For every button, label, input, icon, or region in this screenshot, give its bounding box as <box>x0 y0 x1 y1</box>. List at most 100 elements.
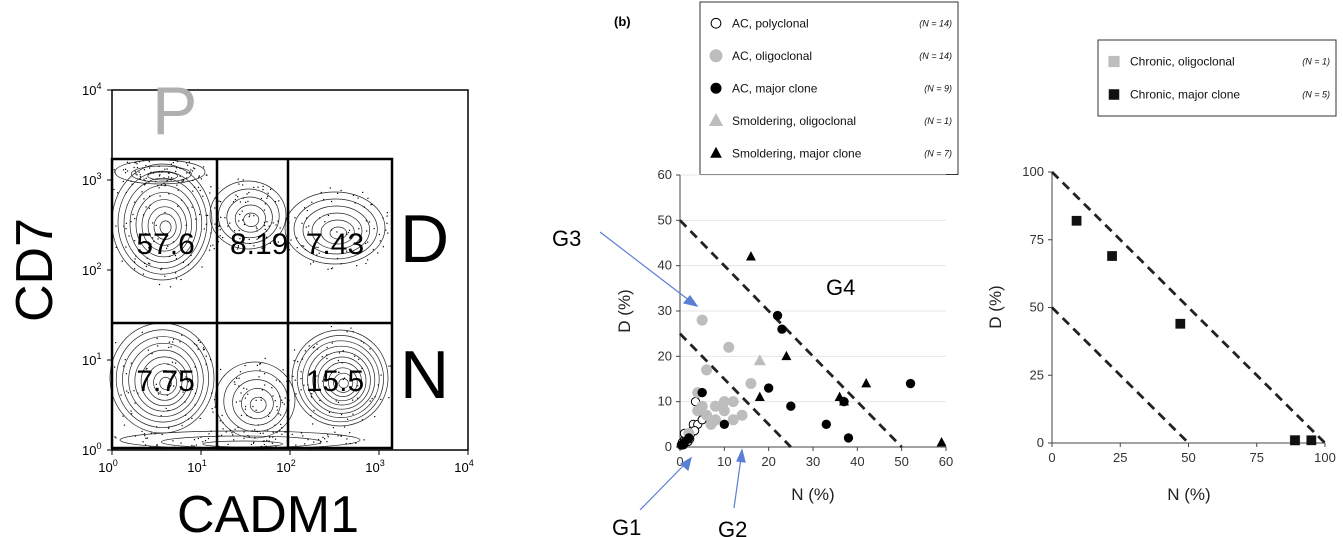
event-dot <box>123 225 125 227</box>
event-dot <box>340 263 342 265</box>
event-dot <box>239 238 241 240</box>
event-dot <box>164 275 166 277</box>
event-dot <box>308 225 310 227</box>
event-dot <box>310 263 312 265</box>
event-dot <box>218 224 221 226</box>
event-dot <box>186 379 188 381</box>
data-point <box>697 387 707 398</box>
event-dot <box>264 246 266 248</box>
event-dot <box>294 379 296 381</box>
event-dot <box>277 220 279 222</box>
event-dot <box>365 242 367 245</box>
event-dot <box>317 246 319 249</box>
data-point <box>861 378 872 388</box>
event-dot <box>177 205 179 207</box>
y-tick-label: 40 <box>658 258 672 273</box>
event-dot <box>246 388 248 390</box>
event-dot <box>248 238 250 241</box>
event-dot <box>232 249 234 251</box>
event-dot <box>231 432 233 434</box>
data-point <box>701 409 713 421</box>
event-dot <box>262 185 264 187</box>
event-dot <box>337 401 340 403</box>
event-dot <box>182 391 184 393</box>
data-point <box>727 396 739 408</box>
data-point <box>905 378 916 389</box>
x-tick-label: 0 <box>1048 450 1055 465</box>
legend-entry-label: AC, polyclonal <box>732 16 809 30</box>
event-dot <box>174 255 177 257</box>
event-dot <box>238 220 240 222</box>
event-dot <box>360 340 363 342</box>
event-dot <box>158 171 160 173</box>
event-dots <box>113 158 393 450</box>
data-point <box>754 391 765 401</box>
event-dot <box>378 233 380 236</box>
event-dot <box>310 415 312 417</box>
arrow-g3-head <box>682 295 699 307</box>
event-dot <box>281 427 283 429</box>
event-dot <box>346 233 348 236</box>
event-dot <box>293 359 295 362</box>
event-dot <box>367 197 369 199</box>
x-tick-label: 50 <box>894 454 908 469</box>
event-dot <box>247 435 249 437</box>
event-dot <box>133 261 136 263</box>
event-dot <box>300 378 302 380</box>
event-dot <box>278 413 280 415</box>
event-dot <box>175 170 177 173</box>
event-dot <box>295 393 297 395</box>
event-dot <box>193 343 196 345</box>
event-dot <box>205 223 207 225</box>
event-dot <box>365 262 367 265</box>
event-dot <box>139 174 141 176</box>
event-dot <box>388 365 390 367</box>
data-point <box>692 405 704 417</box>
event-dot <box>153 240 155 242</box>
x-axis-label: CADM1 <box>177 486 359 537</box>
event-dot <box>125 373 128 375</box>
event-dot <box>181 334 183 336</box>
event-dot <box>290 239 292 241</box>
event-dot <box>324 438 326 440</box>
event-dot <box>377 252 379 254</box>
event-dot <box>365 220 367 222</box>
event-dot <box>208 433 210 435</box>
event-dot <box>224 217 226 219</box>
event-dot <box>219 235 221 237</box>
event-dot <box>312 423 314 425</box>
event-dot <box>143 198 145 200</box>
event-dot <box>163 177 165 179</box>
contour-line <box>134 349 194 412</box>
event-dot <box>159 195 161 197</box>
event-dot <box>346 418 349 420</box>
contour-line <box>140 356 188 407</box>
event-dot <box>238 229 240 232</box>
event-dot <box>211 392 213 394</box>
event-dot <box>181 180 183 182</box>
event-dot <box>186 177 188 179</box>
data-point <box>745 378 757 390</box>
event-dot <box>300 371 302 373</box>
event-dot <box>192 170 194 172</box>
x-tick-label: 25 <box>1113 450 1127 465</box>
event-dot <box>115 437 117 439</box>
event-dot <box>225 431 227 433</box>
x-tick-label: 101 <box>187 458 206 475</box>
event-dot <box>154 433 156 435</box>
event-dot <box>368 221 371 223</box>
event-dot <box>297 361 299 363</box>
event-dot <box>191 388 194 390</box>
event-dot <box>316 375 318 377</box>
event-dot <box>134 201 136 203</box>
event-dot <box>241 219 244 221</box>
event-dot <box>134 435 137 437</box>
event-dot <box>201 266 203 268</box>
event-dot <box>170 163 172 165</box>
event-dot <box>229 429 231 431</box>
event-dot <box>326 441 328 443</box>
event-dot <box>145 164 147 167</box>
event-dot <box>166 394 168 396</box>
data-points-b <box>676 251 947 450</box>
x-tick-label: 103 <box>365 458 384 475</box>
